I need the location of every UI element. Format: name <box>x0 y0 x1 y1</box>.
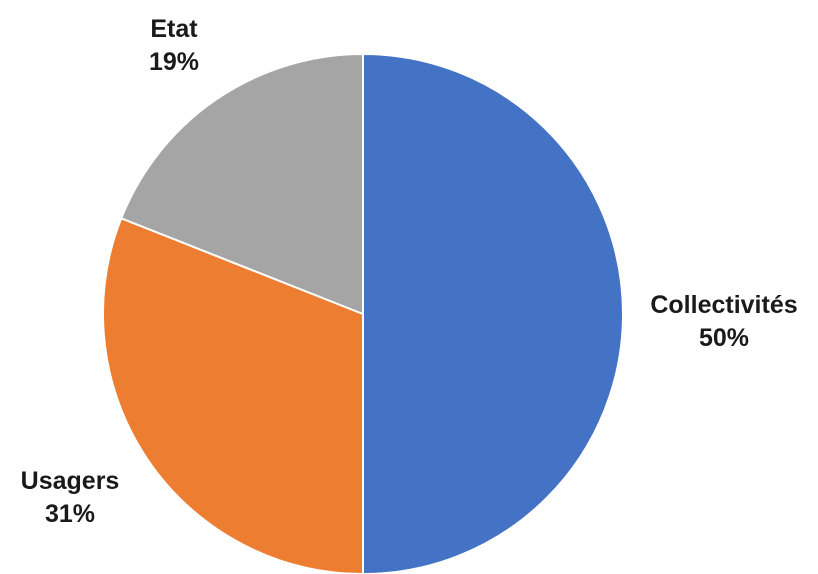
slice-value-label: 19% <box>149 48 199 76</box>
slice-labels: Collectivités 50% Usagers 31% Etat 19% <box>21 15 798 528</box>
pie-slice-collectivites <box>362 52 624 574</box>
pie-slice-etat <box>119 52 364 316</box>
slice-category-label: Collectivités <box>650 291 797 319</box>
slice-label-usagers: Usagers 31% <box>21 467 120 528</box>
slice-label-collectivites: Collectivités 50% <box>650 291 797 352</box>
slice-label-etat: Etat 19% <box>149 15 199 76</box>
slice-category-label: Etat <box>150 15 198 43</box>
pie-slice-usagers <box>102 216 364 574</box>
pie-slices <box>102 52 624 574</box>
slice-category-label: Usagers <box>21 467 120 495</box>
slice-value-label: 31% <box>45 500 95 528</box>
slice-value-label: 50% <box>699 324 749 352</box>
